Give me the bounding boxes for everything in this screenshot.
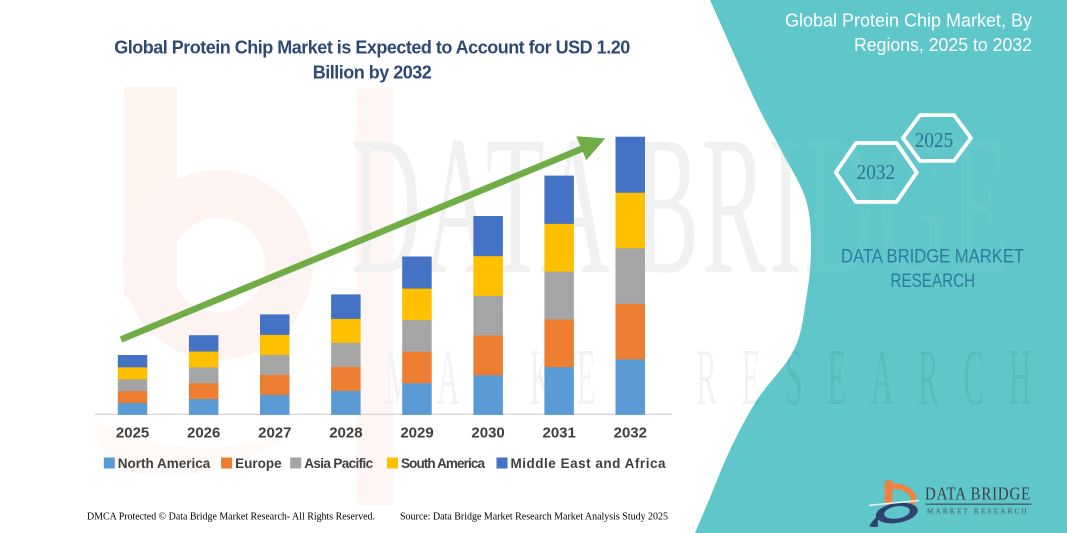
svg-text:2026: 2026 [187, 425, 220, 442]
svg-text:DATA BRIDGE MARKET: DATA BRIDGE MARKET [841, 246, 1024, 268]
svg-text:Billion by 2032: Billion by 2032 [313, 63, 432, 83]
svg-text:North America: North America [118, 456, 211, 471]
svg-text:2028: 2028 [329, 425, 362, 442]
svg-text:2032: 2032 [614, 425, 647, 442]
svg-text:Middle East and Africa: Middle East and Africa [511, 456, 666, 471]
svg-text:Regions, 2025 to 2032: Regions, 2025 to 2032 [854, 35, 1032, 55]
svg-text:Asia Pacific: Asia Pacific [304, 456, 373, 471]
svg-text:2025: 2025 [915, 128, 954, 152]
svg-text:2025: 2025 [116, 425, 149, 442]
svg-text:RESEARCH: RESEARCH [891, 270, 976, 292]
svg-text:South America: South America [401, 456, 485, 471]
svg-text:2029: 2029 [400, 425, 433, 442]
svg-text:2031: 2031 [543, 425, 576, 442]
svg-text:Europe: Europe [235, 456, 282, 471]
svg-text:2030: 2030 [471, 425, 504, 442]
svg-text:Global Protein Chip Market is: Global Protein Chip Market is Expected t… [114, 38, 630, 58]
svg-text:2027: 2027 [258, 425, 291, 442]
svg-text:MARKET RESEARCH: MARKET RESEARCH [927, 508, 1029, 516]
svg-text:DMCA Protected © Data Bridge M: DMCA Protected © Data Bridge Market Rese… [87, 512, 375, 523]
svg-text:2032: 2032 [857, 160, 896, 184]
svg-text:Global Protein Chip Market, By: Global Protein Chip Market, By [785, 11, 1032, 31]
svg-text:Source: Data Bridge Market Res: Source: Data Bridge Market Research Mark… [400, 512, 668, 523]
svg-text:DATA BRIDGE: DATA BRIDGE [925, 484, 1031, 504]
